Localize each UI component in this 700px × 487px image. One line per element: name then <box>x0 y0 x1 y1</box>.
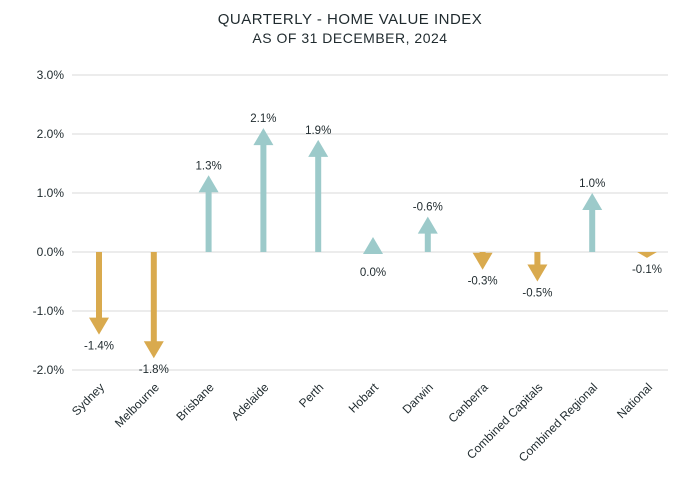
data-label: -0.5% <box>522 288 552 300</box>
x-tick-label: Perth <box>296 380 326 410</box>
y-tick-label: -1.0% <box>33 304 65 318</box>
data-label: -1.4% <box>84 341 114 353</box>
arrow-mark-national <box>637 252 657 258</box>
x-tick-label: Brisbane <box>173 380 217 424</box>
data-label: 1.0% <box>579 178 605 190</box>
x-tick-label: Darwin <box>400 380 436 416</box>
y-tick-label: 1.0% <box>37 186 65 200</box>
arrow-mark-adelaide <box>253 128 274 252</box>
chart-subtitle: AS OF 31 DECEMBER, 2024 <box>252 30 448 46</box>
arrow-mark-brisbane <box>198 175 219 252</box>
x-axis: Sydney Melbourne Brisbane Adelaide Perth Hoba… <box>69 380 655 465</box>
x-tick-label: Hobart <box>346 380 382 416</box>
arrow-mark-perth <box>308 139 329 252</box>
x-tick-label: Adelaide <box>229 380 272 423</box>
x-tick-label: Melbourne <box>112 380 162 430</box>
y-tick-label: 2.0% <box>37 127 65 141</box>
arrow-mark-canberra <box>472 252 493 270</box>
data-label: 0.0% <box>360 267 386 279</box>
gridlines <box>72 74 668 371</box>
chart-titles: QUARTERLY - HOME VALUE INDEX AS OF 31 DE… <box>0 10 700 47</box>
y-tick-label: -2.0% <box>33 363 65 377</box>
data-label: 1.3% <box>195 160 221 172</box>
data-labels: -1.4% -1.8% 1.3% 2.1% 1.9% 0.0% -0.6% -0.3% -0.5… <box>84 113 662 376</box>
chart-title: QUARTERLY - HOME VALUE INDEX <box>217 11 483 28</box>
arrow-mark-darwin <box>417 216 438 252</box>
data-label: -0.3% <box>468 276 498 288</box>
x-tick-label: National <box>614 380 655 421</box>
data-label: 1.9% <box>305 125 331 137</box>
arrow-mark-combined-capitals <box>527 252 548 282</box>
chart-marks <box>89 128 657 359</box>
y-tick-label: 0.0% <box>37 245 65 259</box>
arrow-mark-hobart <box>363 237 383 254</box>
arrow-mark-sydney <box>89 252 109 335</box>
data-label: -1.8% <box>139 364 169 376</box>
data-label: -0.6% <box>413 202 443 214</box>
y-axis: 3.0% 2.0% 1.0% 0.0% -1.0% -2.0% <box>33 68 65 377</box>
data-label: 2.1% <box>250 113 276 125</box>
x-tick-label: Sydney <box>69 380 107 418</box>
arrow-mark-combined-regional <box>582 193 603 252</box>
x-tick-label: Canberra <box>445 380 491 426</box>
data-label: -0.1% <box>632 264 662 276</box>
y-tick-label: 3.0% <box>37 68 65 82</box>
arrow-mark-melbourne <box>143 252 164 359</box>
